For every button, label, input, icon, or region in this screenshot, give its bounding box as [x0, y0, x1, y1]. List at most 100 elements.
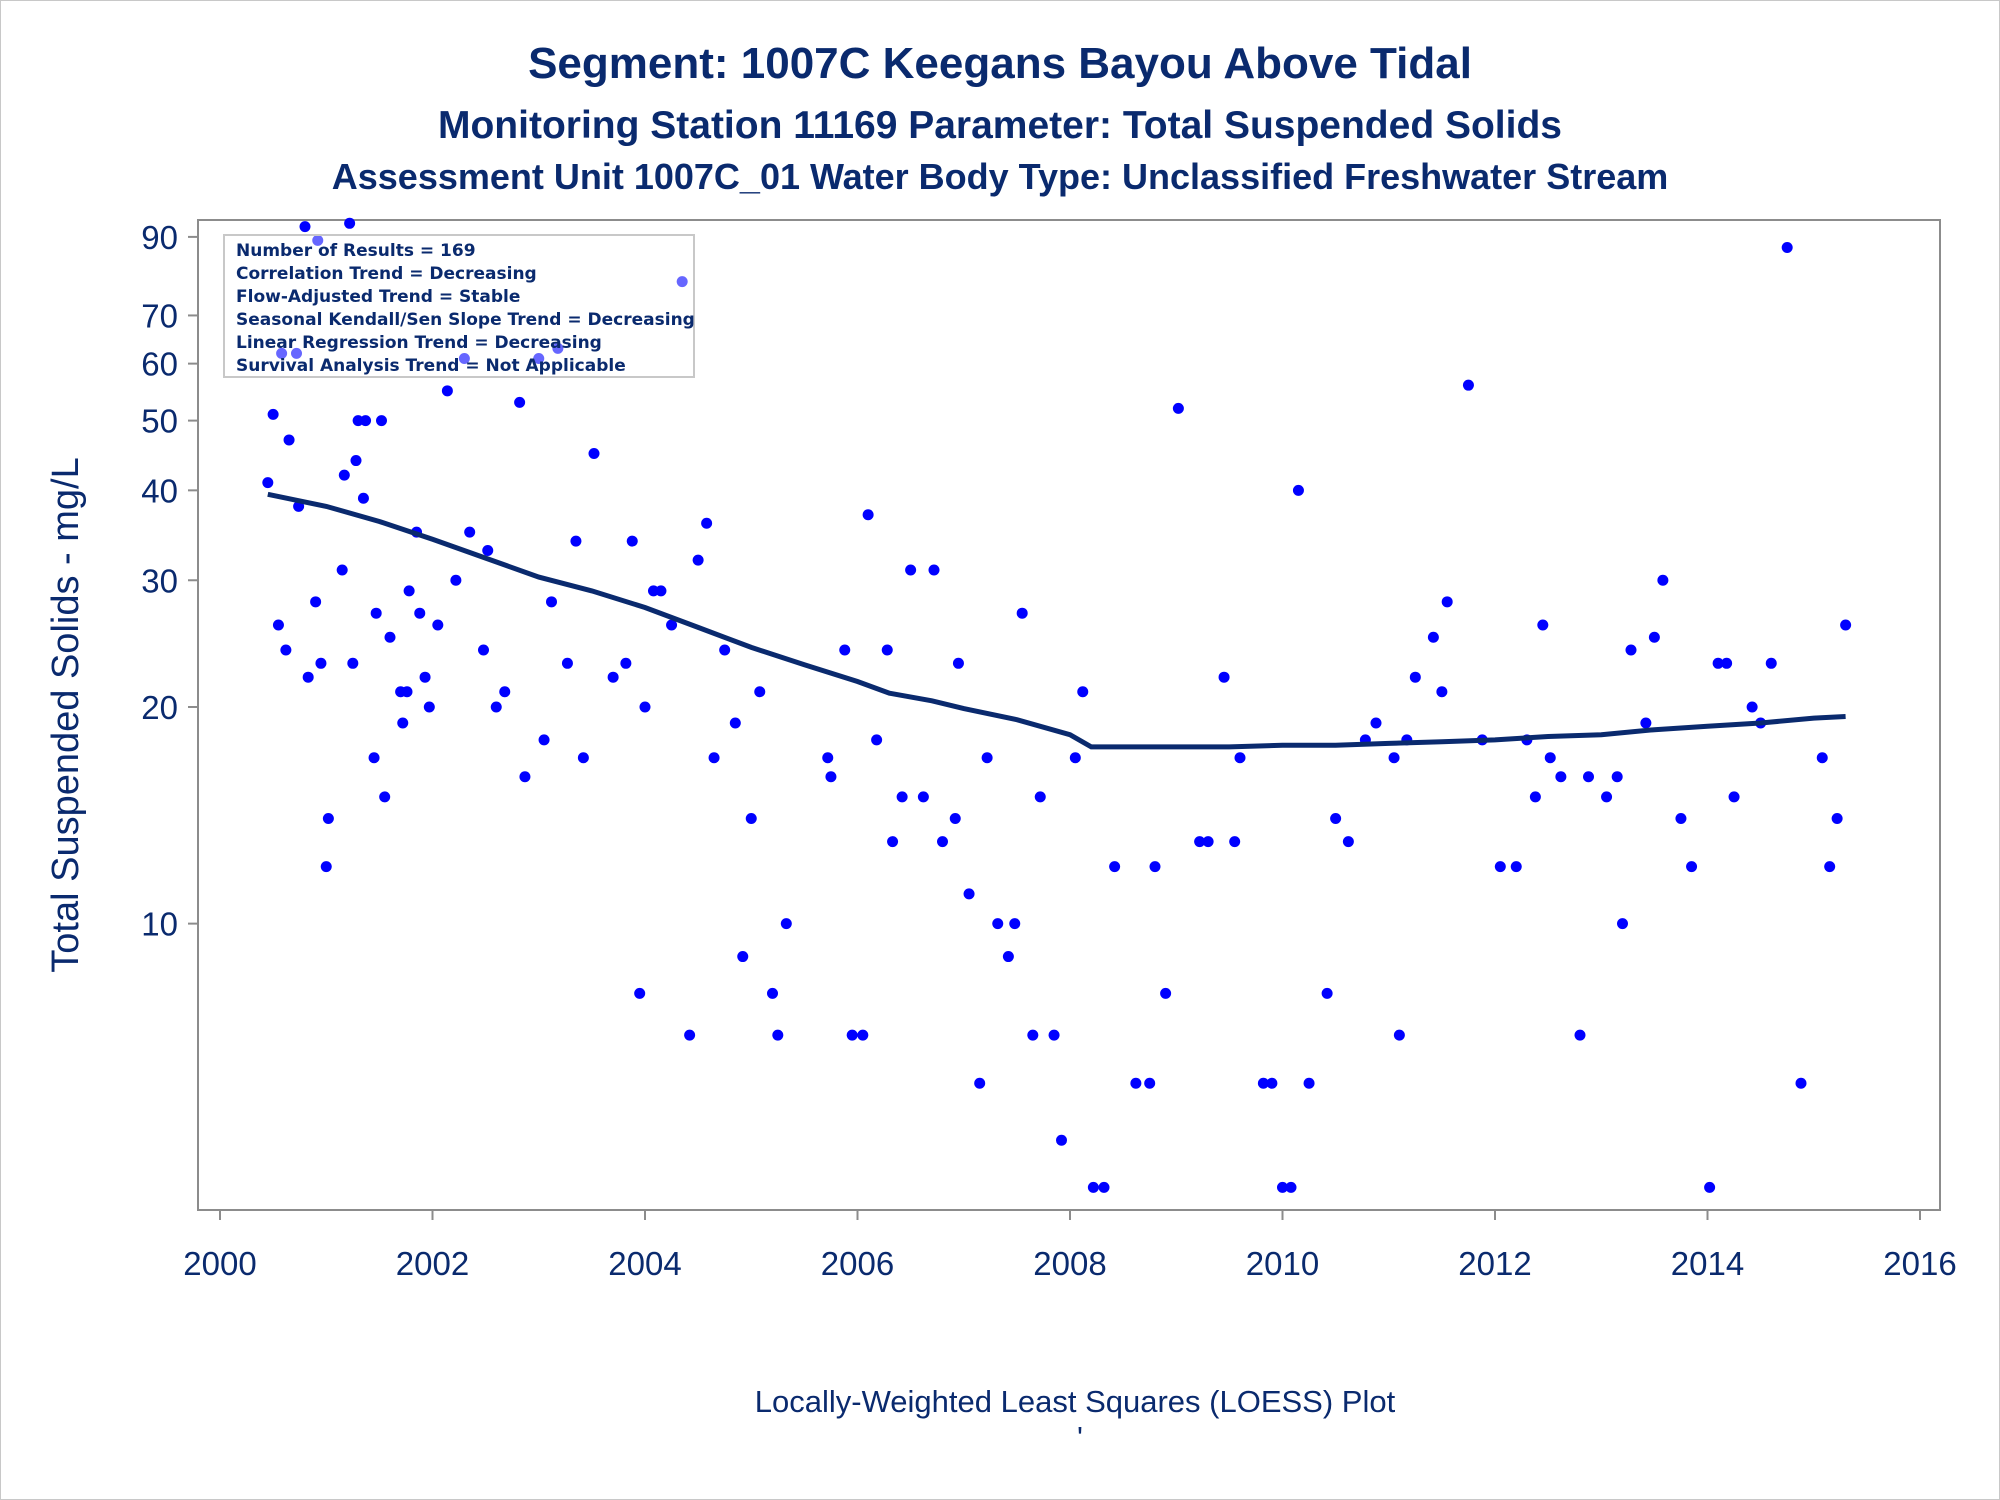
stats-box-frame: [223, 234, 695, 378]
data-point: [839, 644, 851, 656]
data-point: [825, 771, 837, 783]
loess-curve: [267, 491, 1846, 750]
data-point: [1234, 752, 1246, 764]
data-point: [1781, 241, 1793, 253]
data-point: [676, 276, 688, 288]
data-point: [862, 509, 874, 521]
data-point: [1056, 1134, 1067, 1146]
data-point: [1574, 1029, 1586, 1041]
stats-line: Seasonal Kendall/Sen Slope Trend = Decre…: [236, 310, 695, 330]
data-point: [754, 686, 766, 698]
data-point: [917, 791, 929, 803]
data-point: [1009, 918, 1021, 930]
data-point: [1172, 402, 1184, 414]
x-axis: 2000 2002 2004 2006 2008 2010 2012 2014 2016: [183, 1210, 1957, 1282]
x-axis-label: Locally-Weighted Least Squares (LOESS) P…: [755, 1384, 1396, 1419]
data-point: [1321, 987, 1333, 999]
data-point: [1544, 752, 1556, 764]
y-tick-label: 30: [141, 562, 178, 599]
chart-title: Segment: 1007C Keegans Bayou Above Tidal: [528, 39, 1472, 88]
footnote: ': [1077, 1420, 1083, 1455]
data-point: [336, 564, 348, 576]
data-point: [1494, 861, 1506, 873]
data-point: [1712, 657, 1724, 669]
data-point: [1393, 1029, 1405, 1041]
stats-box: Number of Results = 169 Correlation Tren…: [223, 234, 695, 378]
stats-line: Survival Analysis Trend = Not Applicable: [236, 356, 626, 376]
data-point: [1427, 631, 1439, 643]
data-point: [280, 644, 292, 656]
data-point: [570, 535, 582, 547]
data-point: [552, 342, 564, 354]
data-point: [1109, 861, 1121, 873]
data-point: [310, 596, 322, 608]
y-axis: 10 20 30 40 50 60 70 90: [141, 219, 198, 943]
data-point: [423, 701, 435, 713]
data-point: [384, 631, 396, 643]
y-tick-label: 60: [141, 346, 178, 383]
x-tick-label: 2000: [183, 1245, 256, 1282]
x-tick-label: 2004: [608, 1245, 681, 1282]
data-point: [1027, 1029, 1039, 1041]
data-point: [1510, 861, 1522, 873]
data-point: [1048, 1029, 1060, 1041]
data-point: [881, 644, 893, 656]
data-point: [1149, 861, 1161, 873]
data-point: [1077, 686, 1089, 698]
data-point: [1087, 1181, 1099, 1193]
data-point: [729, 717, 741, 729]
data-point: [1721, 657, 1733, 669]
data-point: [701, 517, 713, 529]
data-point: [1537, 619, 1549, 631]
data-point: [1824, 861, 1836, 873]
data-point: [1409, 671, 1421, 683]
data-point: [626, 535, 638, 547]
data-point: [822, 752, 834, 764]
data-point: [1746, 701, 1758, 713]
data-point: [1436, 686, 1448, 698]
data-point: [1704, 1181, 1716, 1193]
data-point: [1640, 717, 1652, 729]
data-point: [312, 234, 324, 246]
data-point: [1257, 1077, 1269, 1089]
data-point: [519, 771, 531, 783]
data-point: [1266, 1077, 1278, 1089]
data-point: [577, 752, 589, 764]
data-point: [401, 686, 413, 698]
data-point: [1218, 671, 1230, 683]
data-point: [379, 791, 391, 803]
x-tick-label: 2010: [1246, 1245, 1319, 1282]
data-point: [1555, 771, 1567, 783]
data-point: [857, 1029, 869, 1041]
data-point: [267, 408, 279, 420]
data-point: [1285, 1181, 1297, 1193]
data-point: [350, 455, 362, 467]
data-point: [963, 888, 975, 900]
data-point: [1160, 987, 1172, 999]
data-point: [299, 221, 311, 233]
data-point: [928, 564, 940, 576]
data-point: [1202, 836, 1214, 848]
data-point: [546, 596, 557, 608]
data-point: [320, 861, 332, 873]
data-point: [464, 526, 476, 538]
data-point: [1441, 596, 1453, 608]
data-point: [322, 812, 334, 824]
data-point: [368, 752, 380, 764]
data-point: [737, 951, 749, 963]
data-point: [397, 717, 409, 729]
stats-line: Flow-Adjusted Trend = Stable: [236, 287, 520, 307]
data-point: [952, 657, 964, 669]
data-point: [357, 492, 369, 504]
data-point: [1529, 791, 1541, 803]
data-point: [360, 415, 372, 427]
stats-line: Number of Results = 169: [236, 241, 476, 261]
x-tick-label: 2014: [1671, 1245, 1744, 1282]
data-point: [1303, 1077, 1315, 1089]
data-point: [1098, 1181, 1110, 1193]
data-point: [1583, 771, 1594, 783]
data-point: [1625, 644, 1637, 656]
data-point: [639, 701, 651, 713]
data-point: [478, 644, 489, 656]
